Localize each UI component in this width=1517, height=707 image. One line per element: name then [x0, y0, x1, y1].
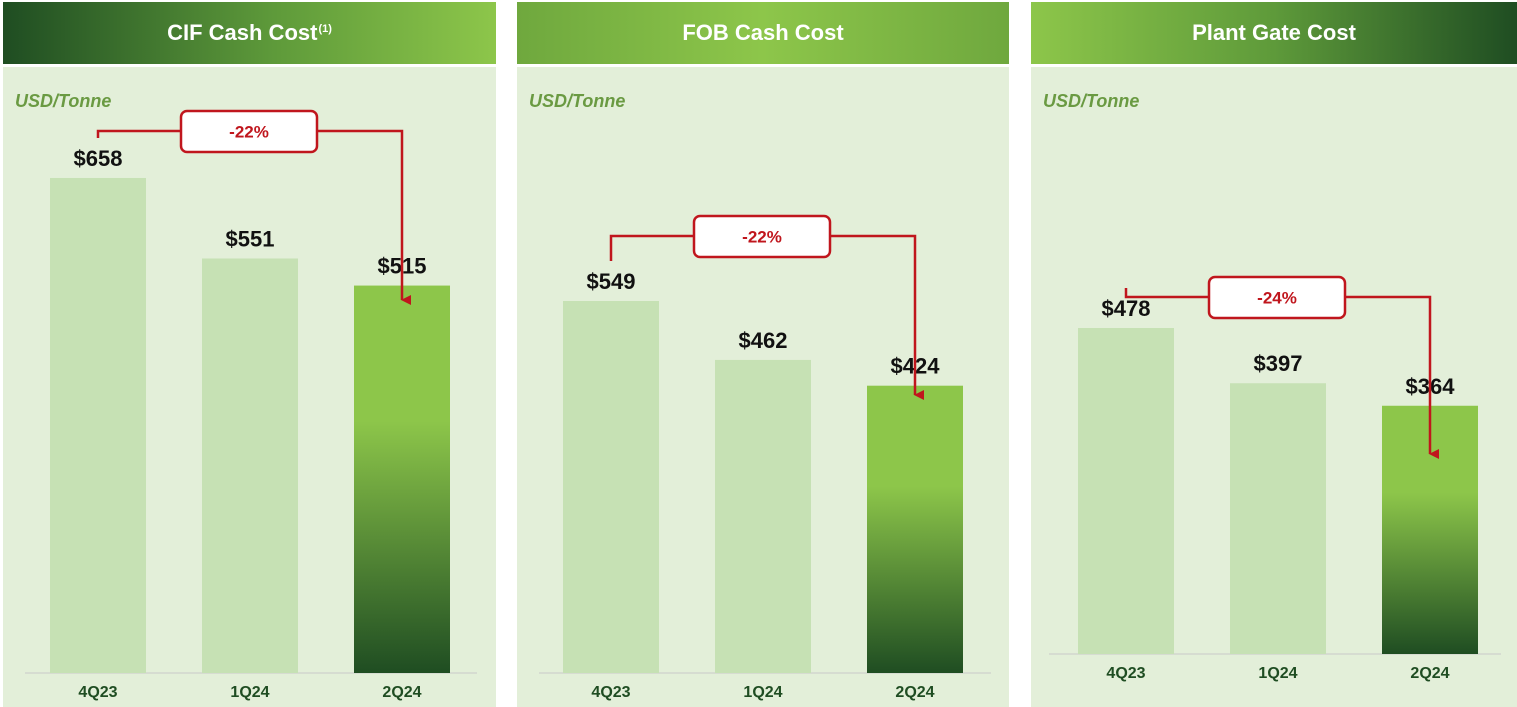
- category-label: 4Q23: [78, 684, 117, 701]
- category-label: 2Q24: [895, 684, 934, 701]
- value-label: $549: [587, 269, 636, 294]
- change-arrow: [317, 129, 411, 305]
- value-label: $478: [1102, 296, 1151, 321]
- value-label: $462: [739, 328, 788, 353]
- change-arrow: [830, 234, 924, 400]
- change-bracket-left: [609, 234, 694, 261]
- chart-area: USD/Tonne $549 4Q23 $462 1Q24 $424 2Q24 -22%: [517, 67, 1009, 707]
- bar-1Q24: [715, 359, 811, 673]
- unit-label: USD/Tonne: [15, 91, 112, 111]
- chart-area: USD/Tonne $478 4Q23 $397 1Q24 $364 2Q24 -24%: [1031, 67, 1517, 707]
- panel-header: CIF Cash Cost (1): [3, 2, 496, 64]
- bar-1Q24: [1230, 383, 1326, 654]
- fob-cash-cost-panel: FOB Cash Cost USD/Tonne $549 4Q23 $462 1Q24…: [517, 0, 1009, 707]
- unit-label: USD/Tonne: [1043, 91, 1140, 111]
- panel-title: FOB Cash Cost: [682, 20, 844, 45]
- change-badge: [692, 214, 832, 259]
- category-label: 1Q24: [1258, 665, 1297, 682]
- change-bracket-left: [96, 129, 181, 138]
- change-badge: [179, 109, 319, 154]
- category-label: 1Q24: [230, 684, 269, 701]
- change-percent: -24%: [1257, 289, 1297, 308]
- change-bracket-left: [1124, 288, 1209, 299]
- value-label: $397: [1254, 351, 1303, 376]
- bar-2Q24: [354, 285, 450, 673]
- chart-area: USD/Tonne $658 4Q23 $551 1Q24 $515 2Q24 -22%: [3, 67, 496, 707]
- value-label: $658: [74, 146, 123, 171]
- change-percent: -22%: [229, 123, 269, 142]
- category-label: 2Q24: [382, 684, 421, 701]
- bar-2Q24: [867, 385, 963, 673]
- change-badge: [1207, 275, 1347, 320]
- panel-header: FOB Cash Cost: [517, 2, 1009, 64]
- change-percent: -22%: [742, 228, 782, 247]
- bar-4Q23: [563, 300, 659, 673]
- category-label: 2Q24: [1410, 665, 1449, 682]
- value-label: $551: [226, 226, 275, 251]
- bar-1Q24: [202, 258, 298, 673]
- unit-label: USD/Tonne: [529, 91, 626, 111]
- bar-4Q23: [1078, 328, 1174, 654]
- panel-title: Plant Gate Cost: [1192, 20, 1356, 45]
- cif-cash-cost-panel: CIF Cash Cost (1) USD/Tonne $658 4Q23 $551 1…: [3, 0, 496, 707]
- category-label: 4Q23: [1106, 665, 1145, 682]
- category-label: 4Q23: [591, 684, 630, 701]
- footnote-marker: (1): [318, 23, 332, 35]
- change-arrow: [1345, 295, 1439, 459]
- panel-title: CIF Cash Cost: [167, 20, 318, 45]
- category-label: 1Q24: [743, 684, 782, 701]
- panel-header: Plant Gate Cost: [1031, 2, 1517, 64]
- bar-4Q23: [50, 177, 146, 673]
- plant-gate-cost-panel: Plant Gate Cost USD/Tonne $478 4Q23 $397 1Q…: [1031, 0, 1517, 707]
